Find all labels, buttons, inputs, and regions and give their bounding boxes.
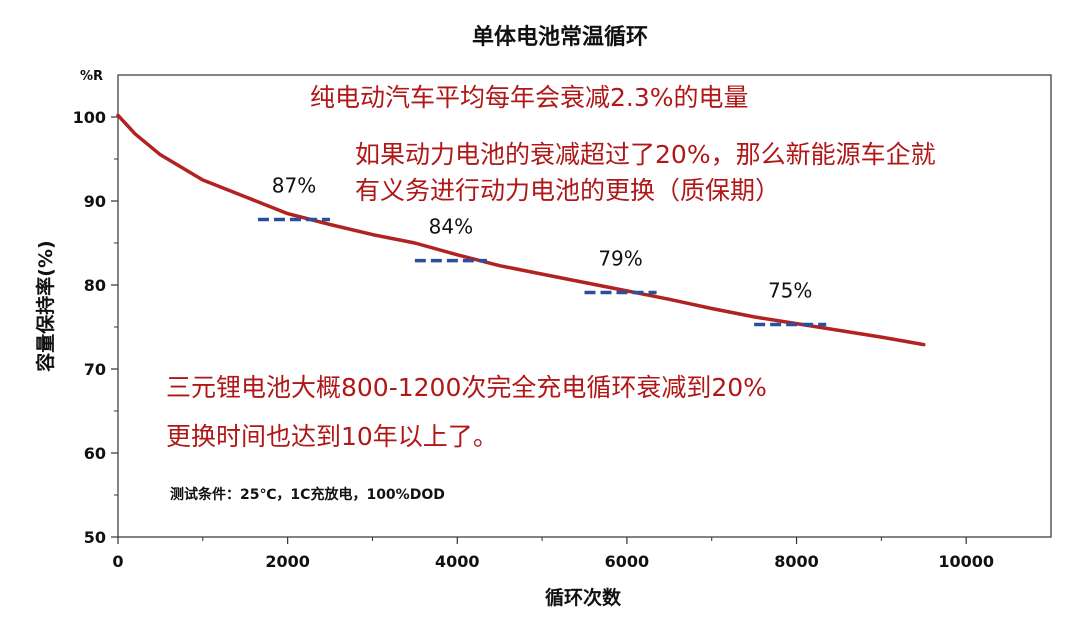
x-tick-label: 6000 bbox=[605, 552, 650, 571]
reference-percent-label: 84% bbox=[429, 215, 473, 239]
y-tick-label: 70 bbox=[84, 360, 106, 379]
series-layer bbox=[116, 113, 926, 347]
reference-marks-layer: 87% 84% 79% 75% bbox=[257, 173, 827, 327]
x-tick-label: 2000 bbox=[265, 552, 310, 571]
x-tick-label: 8000 bbox=[774, 552, 819, 571]
test-conditions: 测试条件：25℃，1C充放电，100%DOD bbox=[170, 486, 445, 503]
chart-title: 单体电池常温循环 bbox=[472, 24, 648, 50]
y-axis-ticks: 50 60 70 80 90 100 bbox=[73, 108, 118, 547]
x-axis-label: 循环次数 bbox=[545, 586, 622, 609]
x-tick-label: 0 bbox=[112, 552, 123, 571]
series-line-capacity-retention bbox=[116, 113, 926, 347]
reference-percent-label: 87% bbox=[272, 173, 316, 197]
y-tick-label: 90 bbox=[84, 192, 106, 211]
annotation-warranty-line1: 如果动力电池的衰减超过了20%，那么新能源车企就 bbox=[355, 140, 936, 169]
annotation-ncm-cycles: 三元锂电池大概800-1200次完全充电循环衰减到20% bbox=[166, 373, 767, 402]
y-tick-label: 100 bbox=[73, 108, 106, 127]
reference-percent-label: 75% bbox=[768, 278, 812, 302]
x-tick-label: 10000 bbox=[938, 552, 994, 571]
annotation-replace-time: 更换时间也达到10年以上了。 bbox=[166, 422, 498, 451]
y-tick-label: 80 bbox=[84, 276, 106, 295]
reference-percent-label: 79% bbox=[598, 247, 642, 271]
x-tick-label: 4000 bbox=[435, 552, 480, 571]
y-tick-label: 50 bbox=[84, 528, 106, 547]
x-axis-ticks: 0 2000 4000 6000 8000 10000 bbox=[112, 537, 994, 571]
annotation-annual-fade: 纯电动汽车平均每年会衰减2.3%的电量 bbox=[310, 83, 749, 112]
plot-frame bbox=[117, 74, 1052, 538]
annotation-warranty-line2: 有义务进行动力电池的更换（质保期） bbox=[355, 176, 780, 205]
y-tick-label: 60 bbox=[84, 444, 106, 463]
y-axis-label: 容量保持率(%) bbox=[34, 240, 57, 371]
y-axis-corner-label: %R bbox=[80, 69, 103, 84]
